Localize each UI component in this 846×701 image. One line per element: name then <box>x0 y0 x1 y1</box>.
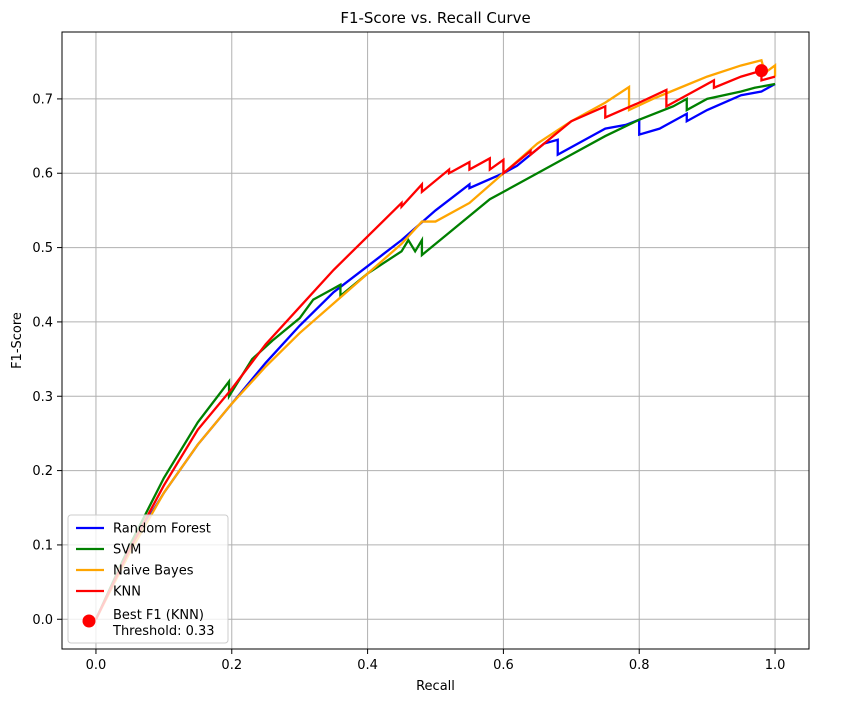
plot-frame <box>61 31 810 650</box>
legend-label-best-f1: Best F1 (KNN) <box>113 608 204 623</box>
ticks: 0.0 0.2 0.4 0.6 0.8 1.0 0.0 0.1 0.2 0.3 0.4 0.5 0.6 0… <box>32 92 785 673</box>
legend-label-random-forest: Random Forest <box>113 522 211 537</box>
x-tick-label: 0.2 <box>221 658 242 673</box>
best-point-markers <box>754 64 768 78</box>
best-f1-marker <box>754 64 768 78</box>
y-tick-label: 0.0 <box>32 613 53 628</box>
x-tick-label: 0.6 <box>493 658 514 673</box>
y-tick-label: 0.1 <box>32 538 53 553</box>
y-tick-label: 0.7 <box>32 92 53 107</box>
x-tick-label: 0.0 <box>86 658 107 673</box>
x-axis-title: Recall <box>416 679 455 694</box>
y-tick-label: 0.3 <box>32 390 53 405</box>
chart-title: F1-Score vs. Recall Curve <box>340 9 530 27</box>
y-axis-title: F1-Score <box>10 312 25 369</box>
x-tick-label: 0.4 <box>357 658 378 673</box>
legend-label-knn: KNN <box>113 585 141 600</box>
series-lines <box>94 58 777 620</box>
x-tick-label: 1.0 <box>765 658 786 673</box>
legend-label-svm: SVM <box>113 543 141 558</box>
series-line-knn <box>94 69 776 620</box>
x-tick-label: 0.8 <box>629 658 650 673</box>
y-tick-label: 0.6 <box>32 167 53 182</box>
y-tick-label: 0.4 <box>32 315 53 330</box>
y-tick-label: 0.2 <box>32 464 53 479</box>
legend-label-naive-bayes: Naive Bayes <box>113 564 194 579</box>
legend: Random Forest SVM Naive Bayes KNN Best F1 (K… <box>67 514 229 644</box>
legend-box <box>67 514 229 644</box>
legend-label-threshold: Threshold: 0.33 <box>112 624 215 639</box>
legend-swatch-best-f1 <box>82 614 96 628</box>
y-tick-label: 0.5 <box>32 241 53 256</box>
